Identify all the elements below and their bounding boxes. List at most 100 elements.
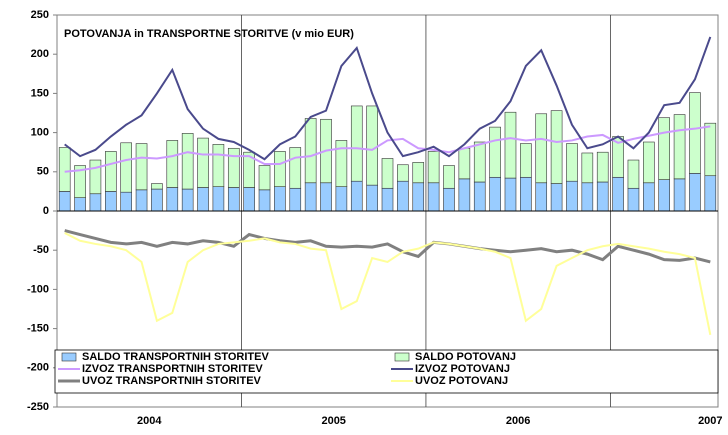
bar	[350, 180, 363, 212]
line	[64, 125, 711, 173]
bar	[227, 147, 240, 188]
bar	[473, 181, 486, 212]
y-tick-label: -200	[27, 362, 49, 374]
bar	[135, 189, 148, 212]
legend-swatch	[61, 352, 77, 362]
bar	[427, 151, 440, 184]
bar	[212, 186, 225, 212]
bar	[427, 182, 440, 212]
bar	[366, 184, 378, 212]
bar	[58, 147, 71, 192]
bar	[596, 181, 609, 212]
y-tick-label: 250	[31, 9, 49, 21]
x-tick-label: 2005	[321, 415, 345, 427]
bar	[58, 191, 71, 212]
bar	[443, 187, 455, 212]
line	[64, 232, 712, 336]
y-tick-label: -150	[27, 323, 49, 335]
bar	[320, 182, 332, 212]
y-tick-label: 200	[31, 48, 49, 60]
bar	[105, 191, 117, 212]
bar	[181, 188, 194, 212]
bar	[612, 176, 624, 212]
legend-label: IZVOZ TRANSPORTNIH STORITEV	[82, 363, 263, 375]
bar	[197, 187, 209, 212]
bar	[151, 183, 163, 190]
bar	[166, 140, 179, 188]
bar	[197, 137, 209, 188]
bar	[643, 182, 655, 212]
bar	[258, 189, 271, 212]
x-tick-label: 2007	[698, 415, 722, 427]
legend-label: IZVOZ POTOVANJ	[415, 363, 510, 375]
bar	[412, 182, 425, 212]
bar	[304, 182, 317, 212]
bar	[489, 126, 501, 178]
bar	[443, 165, 455, 189]
bar	[120, 191, 132, 212]
y-tick-label: 100	[31, 127, 49, 139]
legend-swatch	[394, 352, 410, 362]
bar	[120, 142, 132, 193]
bar	[581, 182, 594, 212]
bar	[74, 197, 86, 212]
legend	[54, 349, 719, 394]
bar	[520, 176, 532, 212]
bar	[181, 133, 194, 190]
line	[64, 36, 712, 161]
bar	[412, 162, 425, 184]
bar	[489, 176, 501, 212]
bar	[227, 187, 240, 212]
chart-title: POTOVANJA in TRANSPORTNE STORITVE (v mio…	[64, 28, 354, 40]
bar	[212, 144, 225, 187]
bar	[550, 183, 563, 212]
bar	[704, 175, 717, 212]
bar	[566, 180, 578, 212]
bar	[535, 113, 548, 184]
bar	[627, 159, 640, 189]
y-tick-label: -100	[27, 283, 49, 295]
bar	[673, 178, 686, 212]
bar	[74, 165, 86, 198]
bar	[627, 187, 640, 212]
bar	[243, 187, 255, 212]
bar	[673, 114, 686, 180]
legend-label: UVOZ POTOVANJ	[415, 375, 508, 387]
bar	[704, 122, 717, 177]
bar	[243, 151, 255, 188]
bar	[566, 143, 578, 182]
bar	[335, 186, 348, 212]
bar	[289, 147, 302, 189]
bar	[473, 141, 486, 183]
bar	[397, 164, 409, 182]
bar	[458, 178, 471, 212]
bar	[89, 159, 102, 195]
bar	[689, 173, 701, 212]
bar	[350, 105, 363, 182]
legend-label: SALDO TRANSPORTNIH STORITEV	[82, 351, 269, 363]
bar	[643, 141, 655, 184]
bar	[689, 92, 701, 174]
bar	[166, 187, 179, 212]
line	[64, 229, 711, 264]
bar	[658, 179, 670, 212]
bar	[504, 177, 517, 212]
bar	[381, 187, 394, 212]
bar	[550, 110, 563, 184]
bar	[151, 188, 163, 212]
bar	[289, 187, 302, 212]
bar	[335, 140, 348, 187]
y-tick-label: 50	[37, 166, 49, 178]
bar	[504, 111, 517, 179]
y-tick-label: -250	[27, 401, 49, 413]
bar	[304, 118, 317, 184]
bar	[596, 151, 609, 183]
bar	[105, 151, 117, 192]
y-tick-label: 0	[43, 205, 49, 217]
y-tick-label: -50	[33, 244, 49, 256]
bar	[458, 147, 471, 180]
x-tick-label: 2006	[506, 415, 530, 427]
x-tick-label: 2004	[137, 415, 162, 427]
bar	[274, 151, 286, 187]
